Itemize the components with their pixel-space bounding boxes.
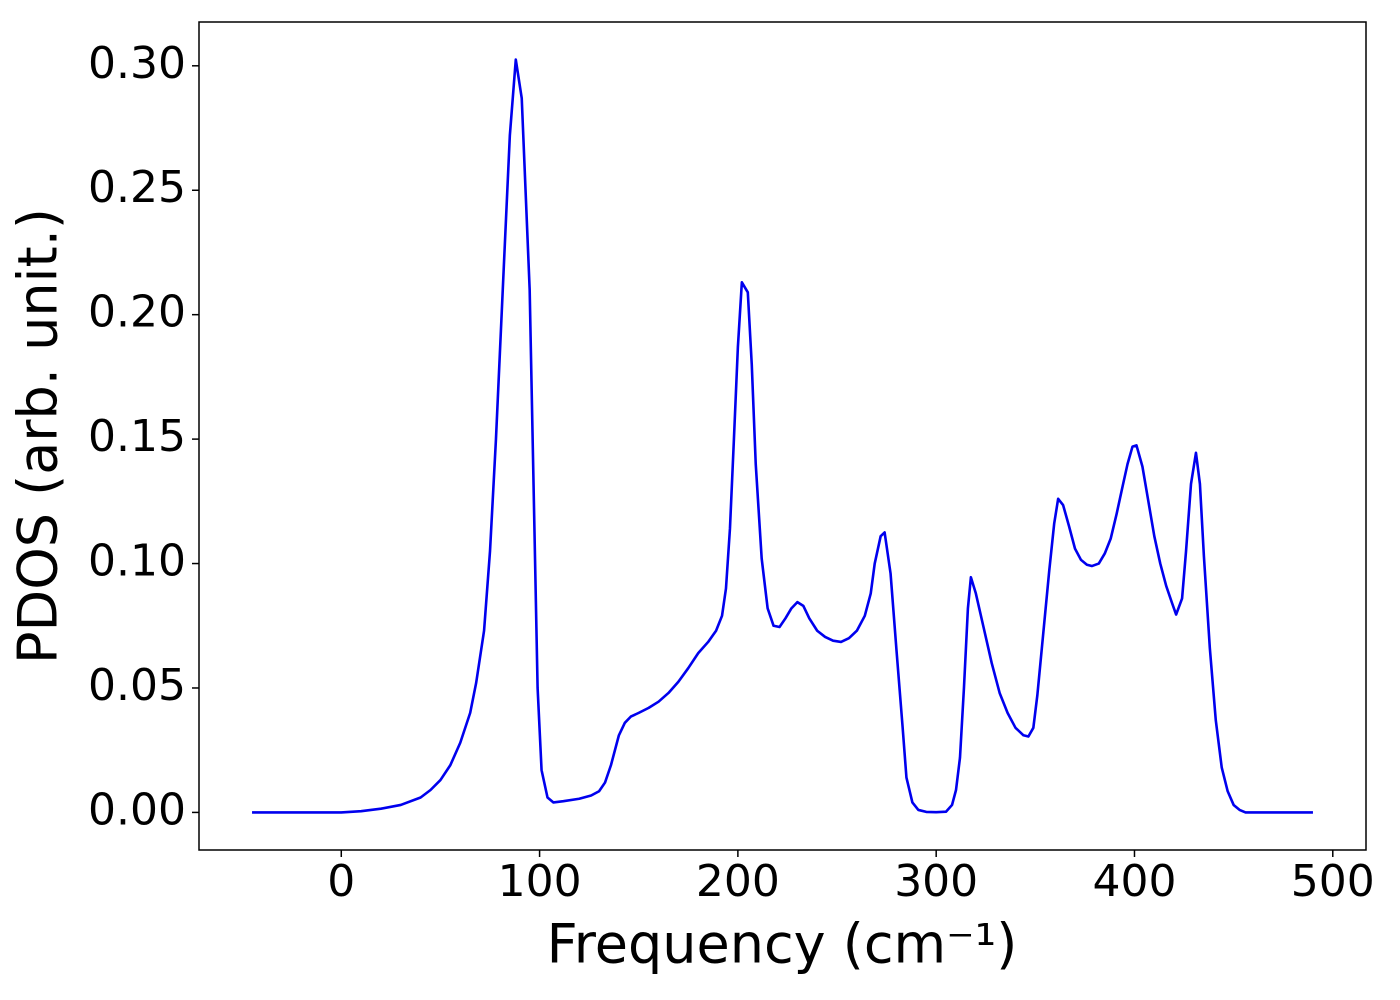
y-tick-label: 0.20 [88,287,186,338]
plot-frame [198,21,1367,851]
y-tick-label: 0.05 [88,660,186,711]
x-tick-label: 200 [696,856,780,907]
x-tick-label: 100 [498,856,582,907]
x-tick-label: 300 [894,856,978,907]
x-tick-label: 0 [327,856,355,907]
y-tick-label: 0.30 [88,38,186,89]
x-tick-label: 400 [1092,856,1176,907]
x-axis-label: Frequency (cm⁻¹) [547,913,1018,976]
x-tick-label: 500 [1291,856,1375,907]
y-axis-label: PDOS (arb. unit.) [7,208,70,664]
y-tick-label: 0.15 [88,411,186,462]
y-tick-label: 0.00 [88,784,186,835]
y-tick-label: 0.25 [88,162,186,213]
y-tick-label: 0.10 [88,536,186,587]
data-line [252,58,1313,814]
